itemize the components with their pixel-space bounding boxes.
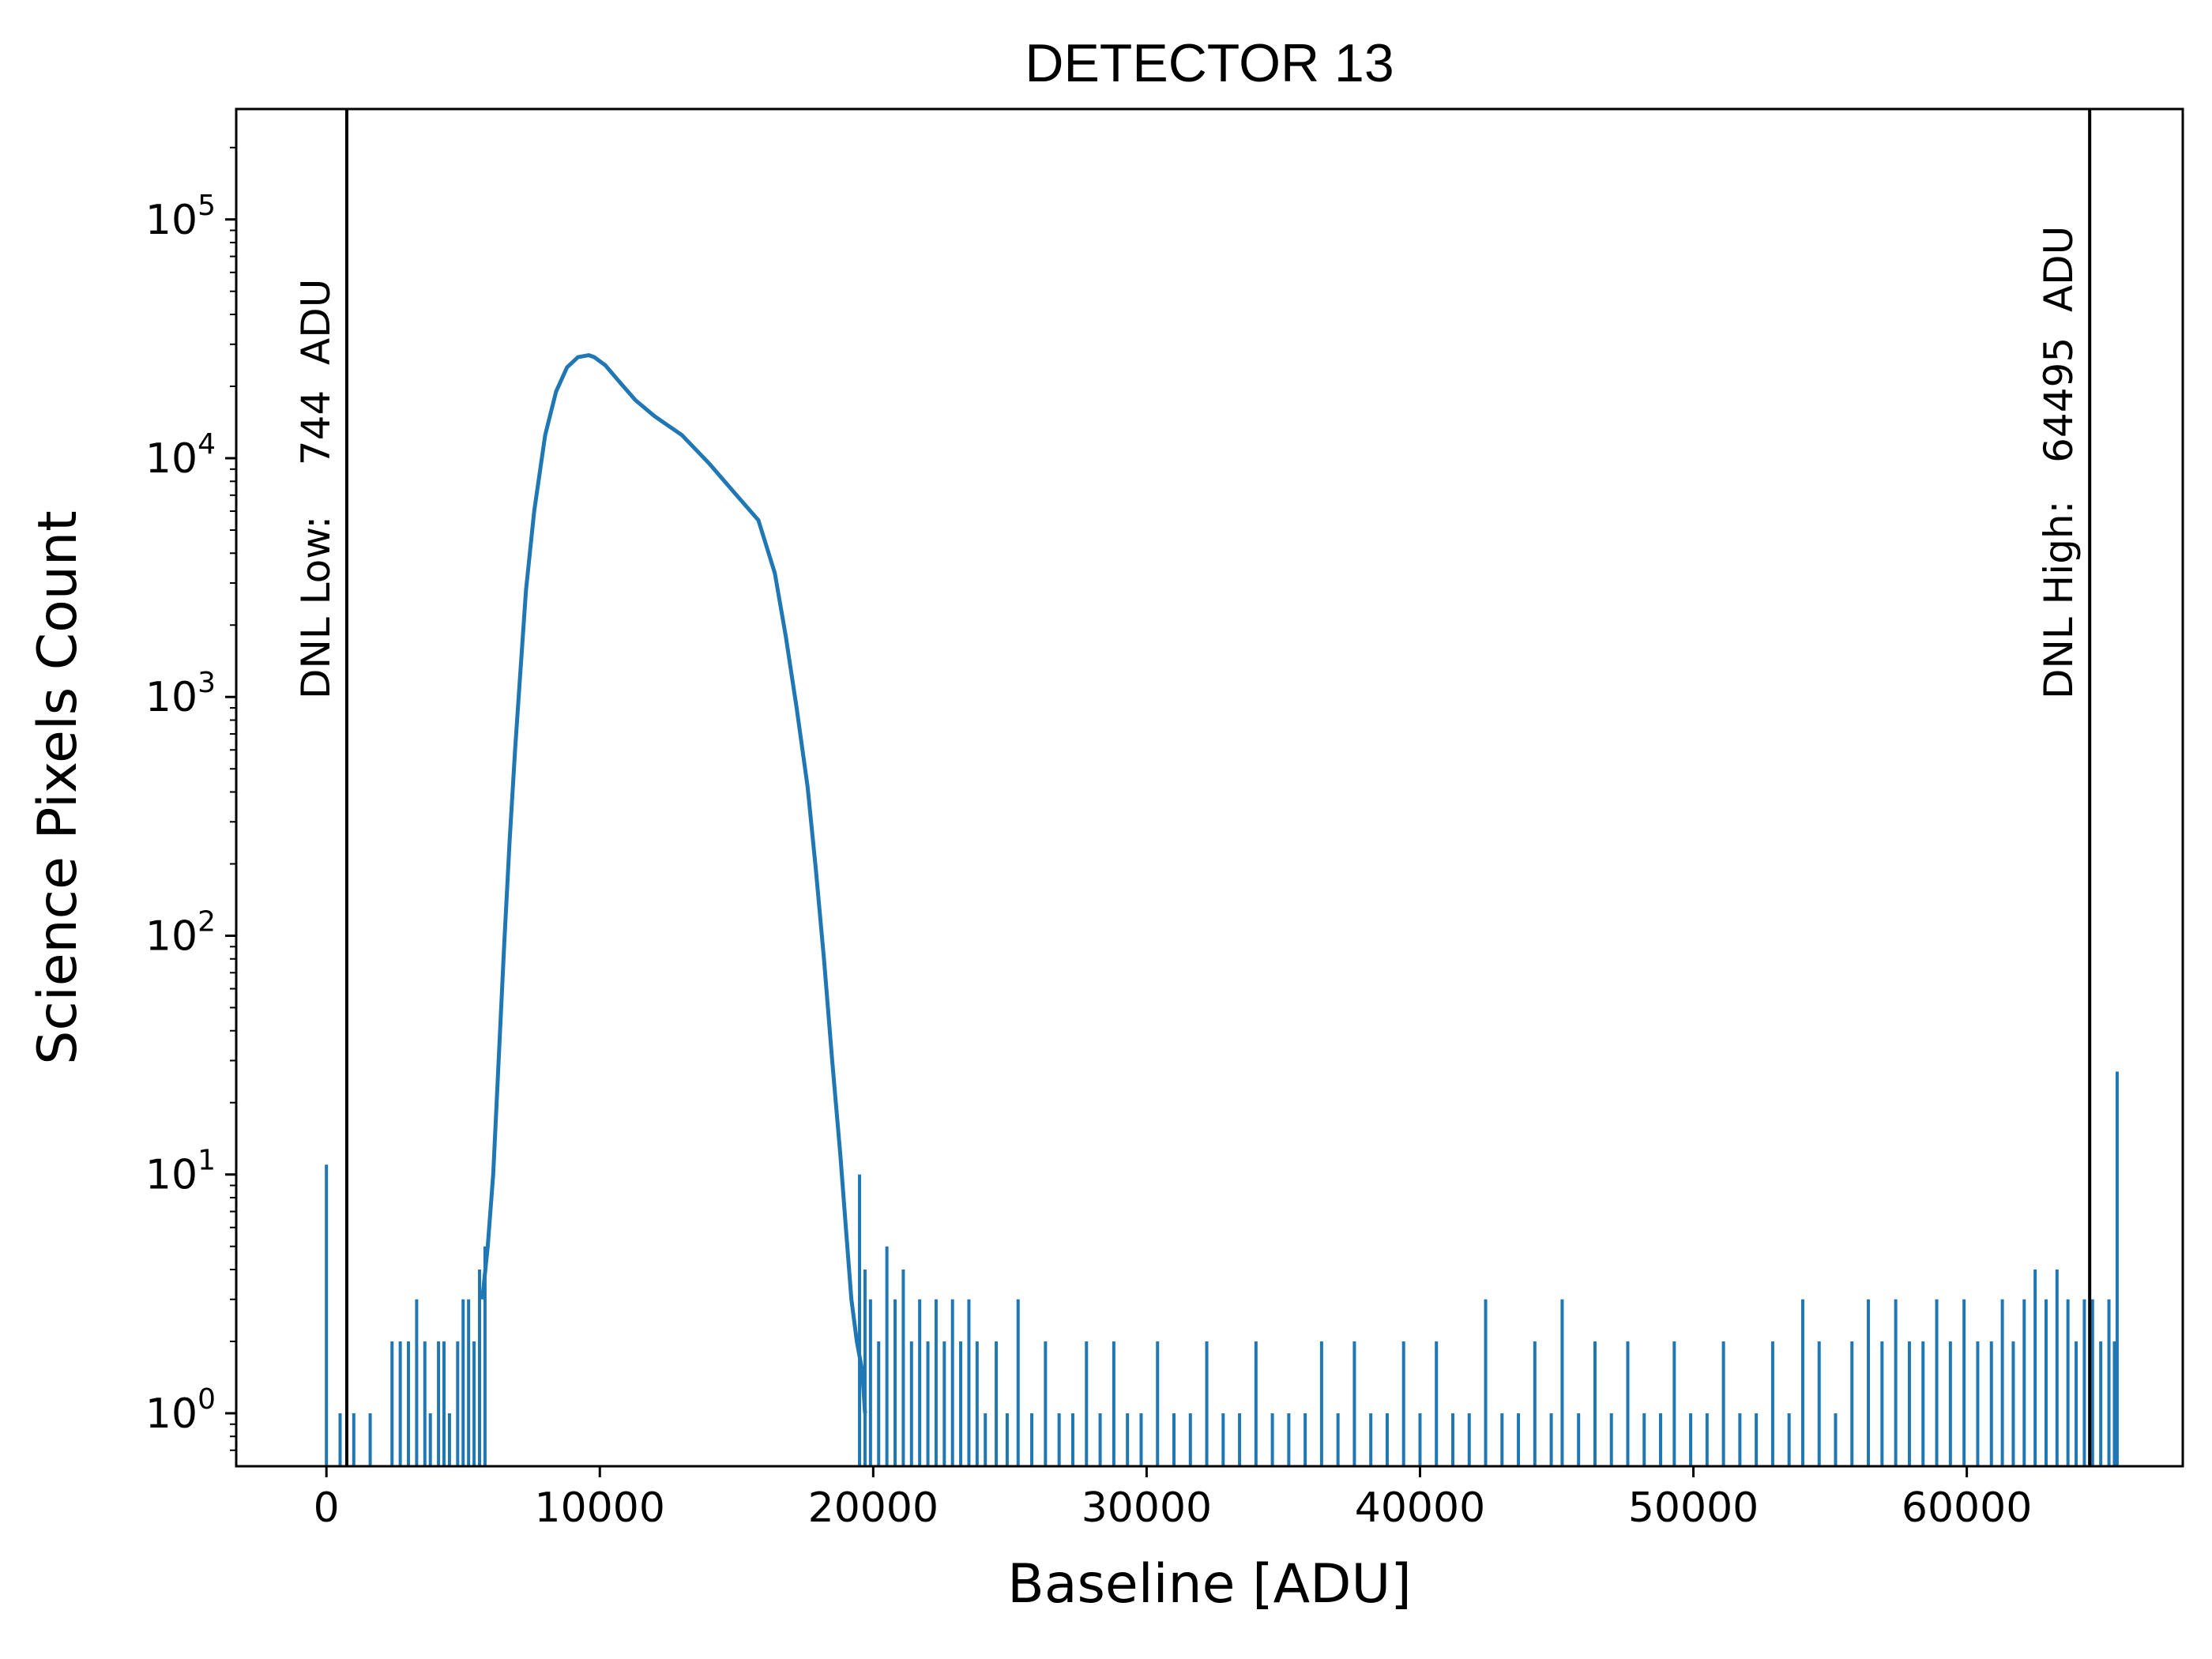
y-tick-exponent: 3 — [198, 667, 216, 699]
y-tick-base: 10 — [145, 435, 198, 483]
x-axis-ticks: 0 10000 20000 30000 40000 50000 60000 — [314, 1466, 2032, 1532]
y-tick-base: 10 — [145, 197, 198, 244]
y-tick-exponent: 2 — [198, 905, 216, 938]
x-tick-label: 40000 — [1355, 1484, 1485, 1532]
histogram-main-curve — [480, 353, 867, 1414]
plot-area: DNL Low: 744 ADU DNL High: 64495 ADU — [293, 109, 2119, 1466]
axes-frame — [235, 107, 2184, 1468]
y-tick-label: 103 — [145, 667, 216, 721]
y-tick-label: 100 — [145, 1383, 216, 1438]
chart-title: DETECTOR 13 — [1025, 33, 1394, 93]
y-tick-exponent: 4 — [198, 428, 216, 461]
y-axis-label: Science Pixels Count — [27, 510, 89, 1064]
y-tick-base: 10 — [145, 912, 198, 960]
x-axis-label: Baseline [ADU] — [1007, 1553, 1412, 1616]
y-tick-exponent: 1 — [198, 1145, 216, 1177]
y-tick-exponent: 0 — [198, 1383, 216, 1416]
y-tick-label: 101 — [145, 1145, 216, 1199]
x-tick-label: 60000 — [1902, 1484, 2032, 1532]
y-tick-label: 104 — [145, 428, 216, 483]
y-tick-base: 10 — [145, 1390, 198, 1438]
threshold-label: DNL High: 64495 ADU — [2036, 226, 2082, 699]
threshold-lines: DNL Low: 744 ADU DNL High: 64495 ADU — [293, 109, 2092, 1466]
spike-series — [325, 1071, 2119, 1466]
x-tick-label: 20000 — [808, 1484, 939, 1532]
x-tick-label: 30000 — [1082, 1484, 1212, 1532]
y-tick-base: 10 — [145, 1152, 198, 1199]
y-tick-label: 105 — [145, 190, 216, 244]
y-tick-base: 10 — [145, 674, 198, 721]
x-tick-label: 50000 — [1628, 1484, 1759, 1532]
x-tick-label: 10000 — [535, 1484, 665, 1532]
threshold-label: DNL Low: 744 ADU — [293, 279, 339, 699]
y-tick-exponent: 5 — [198, 190, 216, 222]
y-tick-label: 102 — [145, 905, 216, 960]
x-tick-label: 0 — [314, 1484, 340, 1532]
